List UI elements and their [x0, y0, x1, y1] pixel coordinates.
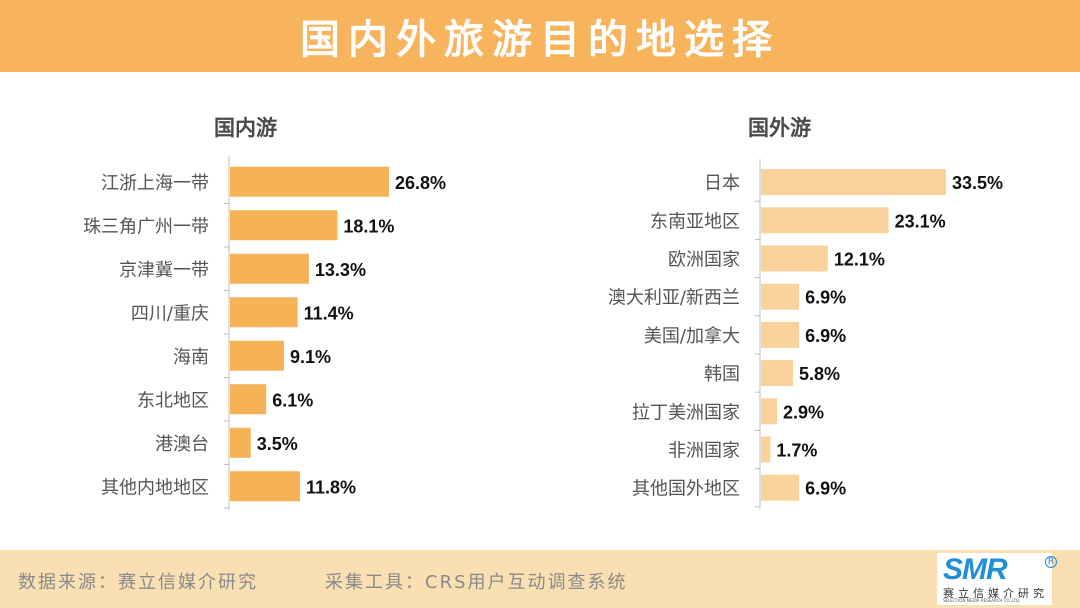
- domestic-category-label: 港澳台: [155, 434, 209, 455]
- logo-company-en: SELECTION MEDIA RESEARCH CO.,LTD.: [943, 598, 1021, 603]
- international-bar: [761, 283, 800, 310]
- domestic-bar: [230, 253, 309, 284]
- international-category-label: 韩国: [704, 364, 740, 385]
- domestic-value-label: 13.3%: [315, 260, 366, 280]
- domestic-bar: [230, 210, 338, 241]
- domestic-category-label: 珠三角广州一带: [83, 216, 209, 237]
- domestic-category-label: 江浙上海一带: [101, 173, 209, 194]
- domestic-value-label: 11.8%: [306, 477, 356, 497]
- international-value-label: 12.1%: [834, 250, 885, 270]
- domestic-value-label: 11.4%: [304, 303, 354, 323]
- registered-mark: R: [1045, 556, 1057, 568]
- domestic-value-label: 9.1%: [290, 347, 331, 367]
- domestic-value-label: 6.1%: [272, 390, 313, 410]
- international-category-label: 非洲国家: [668, 441, 740, 462]
- international-category-label: 欧洲国家: [668, 250, 740, 271]
- domestic-category-label: 海南: [173, 347, 209, 368]
- international-bar: [761, 169, 946, 196]
- domestic-category-label: 京津冀一带: [119, 260, 209, 281]
- domestic-bar: [230, 297, 298, 328]
- domestic-category-label: 东北地区: [137, 390, 209, 411]
- logo-company-cn: 赛立信媒介研究: [943, 587, 1048, 600]
- international-value-label: 2.9%: [783, 402, 824, 422]
- international-bar: [761, 321, 800, 348]
- domestic-value-label: 18.1%: [343, 216, 394, 236]
- domestic-value-label: 3.5%: [257, 434, 298, 454]
- international-chart-title: 国外游: [748, 116, 811, 140]
- international-category-label: 东南亚地区: [650, 211, 740, 232]
- international-value-label: 6.9%: [805, 479, 846, 499]
- international-category-label: 拉丁美洲国家: [632, 402, 740, 423]
- international-value-label: 23.1%: [895, 211, 946, 231]
- international-bar: [761, 360, 794, 387]
- domestic-category-label: 其他内地地区: [101, 477, 209, 498]
- domestic-bar: [230, 166, 389, 197]
- collection-tool: 采集工具：CRS用户互动调查系统: [325, 572, 628, 593]
- footer: 数据来源：赛立信媒介研究 采集工具：CRS用户互动调查系统: [0, 550, 1080, 608]
- domestic-value-label: 26.8%: [395, 173, 446, 193]
- international-bar: [761, 207, 889, 234]
- bar-charts: 江浙上海一带 26.8% 珠三角广州一带 18.1% 京津冀一带 13.3% 四川/重庆 11…: [83, 156, 1003, 510]
- data-source: 数据来源：赛立信媒介研究: [18, 572, 258, 593]
- international-category-label: 澳大利亚/新西兰: [608, 288, 740, 309]
- international-category-label: 其他国外地区: [632, 479, 740, 500]
- logo-text: SMR: [943, 553, 1008, 586]
- domestic-chart-title: 国内游: [214, 116, 277, 140]
- header-banner: 国内外旅游目的地选择: [0, 0, 1080, 72]
- international-bar: [761, 398, 778, 425]
- domestic-bar: [230, 471, 301, 502]
- international-value-label: 1.7%: [776, 441, 817, 461]
- domestic-category-label: 四川/重庆: [131, 303, 209, 324]
- international-value-label: 6.9%: [805, 326, 846, 346]
- international-category-label: 美国/加拿大: [644, 325, 740, 347]
- international-value-label: 33.5%: [952, 173, 1003, 193]
- international-value-label: 6.9%: [805, 288, 846, 308]
- domestic-bar: [230, 427, 251, 458]
- international-value-label: 5.8%: [799, 364, 840, 384]
- international-bar: [761, 474, 800, 501]
- international-bar: [761, 436, 771, 463]
- international-category-label: 日本: [704, 173, 740, 194]
- page-title: 国内外旅游目的地选择: [300, 17, 780, 63]
- domestic-bar: [230, 340, 284, 371]
- domestic-bar: [230, 384, 267, 415]
- smr-logo: SMR R 赛立信媒介研究 SELECTION MEDIA RESEARCH C…: [937, 553, 1057, 605]
- international-bar: [761, 245, 828, 272]
